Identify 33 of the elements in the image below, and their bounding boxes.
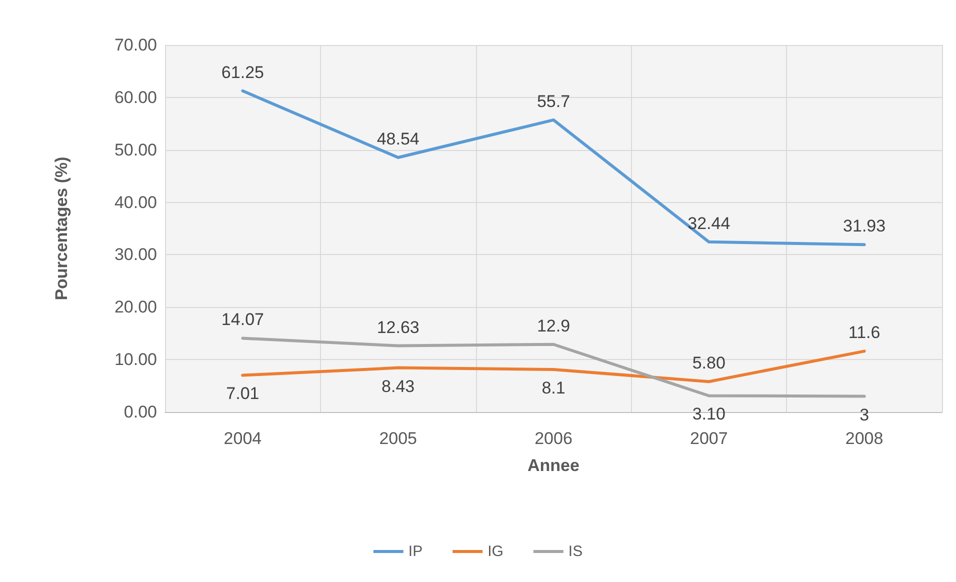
x-tick-label: 2005 [379, 429, 418, 448]
y-tick-label: 20.00 [114, 298, 157, 317]
y-tick-label: 70.00 [114, 36, 157, 54]
data-label: 3.10 [692, 404, 726, 424]
data-label: 31.93 [843, 216, 886, 236]
data-label: 5.80 [692, 354, 726, 373]
data-label: 61.25 [221, 62, 264, 82]
y-tick-label: 60.00 [114, 88, 157, 107]
data-label: 55.7 [536, 92, 570, 111]
data-label: 12.9 [536, 316, 570, 336]
y-tick-label: 40.00 [114, 192, 157, 212]
data-label: 8.43 [382, 376, 415, 396]
x-tick-label: 2006 [534, 429, 572, 448]
data-label: 11.6 [848, 323, 880, 342]
y-tick-label: 10.00 [114, 350, 157, 370]
x-tick-label: 2004 [224, 429, 262, 448]
data-label: 14.07 [221, 310, 264, 330]
data-label: 8.1 [542, 378, 566, 398]
data-label: 3 [860, 405, 870, 424]
data-label: 12.63 [376, 318, 420, 337]
y-tick-label: 50.00 [114, 140, 157, 160]
y-axis-title: Pourcentages (%) [52, 156, 71, 300]
x-axis-title: Annee [528, 456, 580, 475]
x-tick-label: 2008 [845, 429, 884, 448]
legend-label: IS [568, 543, 583, 560]
y-tick-label: 30.00 [114, 245, 157, 264]
legend-label: IP [408, 543, 423, 560]
y-tick-label: 0.00 [124, 402, 157, 422]
x-tick-label: 2007 [690, 429, 728, 448]
data-label: 7.01 [226, 384, 260, 404]
legend-label: IG [488, 543, 504, 560]
data-label: 32.44 [688, 214, 730, 233]
data-label: 48.54 [376, 130, 420, 149]
